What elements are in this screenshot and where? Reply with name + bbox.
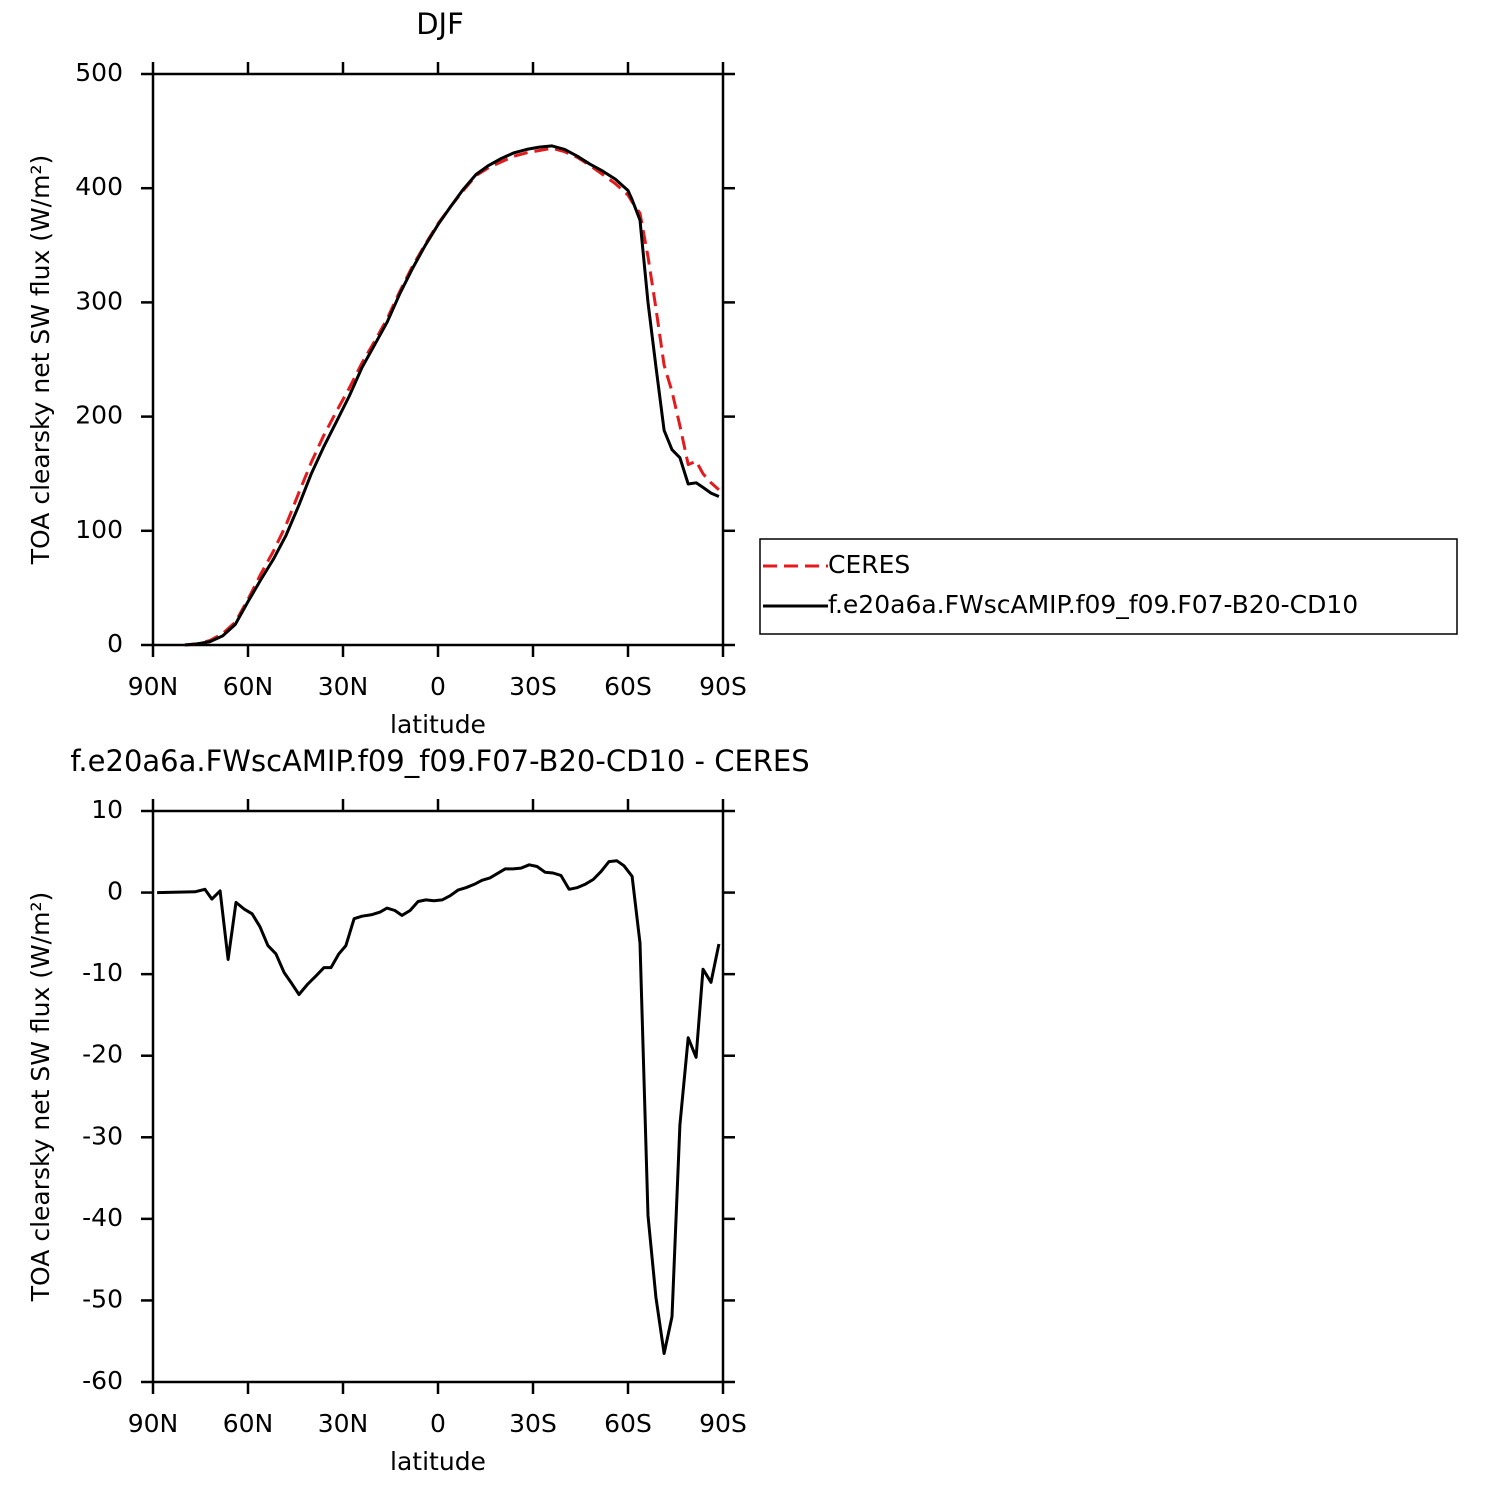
y-axis-label: TOA clearsky net SW flux (W/m²)	[26, 892, 55, 1302]
y-tick-label: 500	[75, 58, 123, 87]
plot-frame	[151, 809, 725, 1384]
y-tick-label: -40	[82, 1203, 123, 1232]
x-tick-label: 30N	[318, 672, 369, 701]
x-tick-label: 90N	[128, 1409, 179, 1438]
y-tick-label: 10	[91, 795, 123, 824]
x-tick-label: 30S	[509, 1409, 557, 1438]
y-tick-label: 0	[107, 629, 123, 658]
y-axis-label: TOA clearsky net SW flux (W/m²)	[26, 155, 55, 565]
y-tick-label: -30	[82, 1121, 123, 1150]
x-tick-label: 30S	[509, 672, 557, 701]
x-tick-label: 0	[430, 672, 446, 701]
y-tick-label: -10	[82, 958, 123, 987]
x-tick-label: 60N	[223, 1409, 274, 1438]
x-axis-label: latitude	[390, 1447, 486, 1476]
x-tick-label: 90S	[699, 1409, 747, 1438]
y-tick-label: 0	[107, 877, 123, 906]
x-tick-label: 60S	[604, 1409, 652, 1438]
data-line	[157, 859, 721, 1355]
y-tick-label: 200	[75, 401, 123, 430]
x-tick-label: 0	[430, 1409, 446, 1438]
x-tick-label: 60N	[223, 672, 274, 701]
y-tick-label: 400	[75, 172, 123, 201]
data-line	[184, 144, 720, 647]
y-tick-label: 300	[75, 286, 123, 315]
plot-frame	[151, 72, 725, 647]
chart-title: f.e20a6a.FWscAMIP.f09_f09.F07-B20-CD10 -…	[70, 744, 809, 778]
x-axis-label: latitude	[390, 710, 486, 739]
y-tick-label: -50	[82, 1284, 123, 1313]
y-tick-label: -20	[82, 1040, 123, 1069]
legend-label: CERES	[828, 550, 910, 579]
legend-box	[759, 538, 1458, 635]
x-tick-label: 30N	[318, 1409, 369, 1438]
legend-label: f.e20a6a.FWscAMIP.f09_f09.F07-B20-CD10	[828, 590, 1358, 619]
x-tick-label: 90S	[699, 672, 747, 701]
y-tick-label: -60	[82, 1366, 123, 1395]
x-tick-label: 90N	[128, 672, 179, 701]
chart-title: DJF	[416, 7, 464, 41]
x-tick-label: 60S	[604, 672, 652, 701]
y-tick-label: 100	[75, 515, 123, 544]
